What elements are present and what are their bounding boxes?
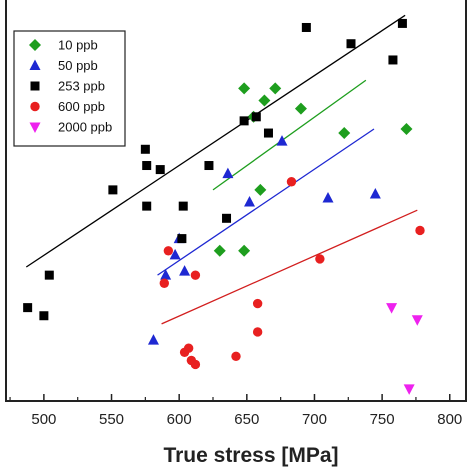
data-point-3-6 (252, 298, 263, 309)
x-axis-title: True stress [MPa] (163, 444, 338, 467)
data-point-2-9 (155, 165, 165, 175)
legend-label-2: 253 ppb (58, 79, 105, 94)
legend-label-0: 10 ppb (58, 38, 98, 53)
data-point-2-8 (142, 161, 152, 171)
legend: 10 ppb 50 ppb 253 ppb 600 ppb 2000 ppb (13, 30, 126, 147)
x-tick-label-3: 650 (234, 411, 259, 428)
data-point-0-2 (258, 94, 271, 107)
x-tick-label-2: 600 (167, 411, 192, 428)
data-point-1-7 (160, 269, 172, 280)
data-point-2-17 (44, 270, 54, 280)
legend-label-3: 600 ppb (58, 99, 105, 114)
data-points (23, 18, 425, 395)
data-point-0-5 (338, 127, 351, 140)
legend-label-4: 2000 ppb (58, 120, 112, 135)
data-point-1-3 (322, 192, 334, 203)
data-point-3-2 (315, 254, 325, 264)
fit-line-3 (161, 209, 418, 325)
data-point-0-9 (238, 244, 251, 257)
fit-lines (25, 14, 418, 325)
x-tick-label-6: 800 (437, 411, 462, 428)
data-point-2-6 (263, 128, 273, 138)
data-point-2-5 (251, 112, 261, 122)
data-point-1-0 (276, 135, 288, 146)
data-point-1-6 (169, 248, 181, 260)
data-point-3-4 (159, 278, 169, 288)
data-point-2-4 (239, 116, 249, 126)
data-point-2-18 (39, 311, 49, 321)
data-point-3-8 (231, 351, 241, 362)
data-point-1-9 (147, 334, 159, 345)
data-point-2-1 (301, 22, 311, 32)
legend-marker-0 (29, 39, 41, 51)
legend-label-1: 50 ppb (58, 58, 98, 73)
data-point-0-0 (238, 82, 251, 95)
data-point-2-14 (222, 213, 232, 223)
data-point-2-0 (397, 18, 407, 28)
fit-line-0 (212, 79, 367, 191)
x-tick-label-4: 700 (302, 411, 327, 428)
data-point-0-3 (269, 82, 282, 95)
data-point-4-1 (411, 315, 423, 326)
data-point-0-6 (400, 122, 413, 135)
x-tick-label-0: 500 (31, 411, 56, 428)
x-axis-ticks: 500 550 600 650 700 750 800 (9, 394, 462, 428)
data-point-3-3 (163, 246, 174, 256)
fit-line-2 (25, 14, 406, 268)
data-point-1-1 (222, 167, 234, 179)
legend-marker-1 (29, 59, 41, 70)
legend-marker-2 (30, 81, 40, 91)
data-point-3-0 (286, 177, 297, 187)
data-point-4-2 (403, 384, 415, 395)
data-point-2-13 (178, 201, 188, 211)
data-point-1-4 (369, 187, 381, 199)
data-point-0-7 (254, 183, 267, 196)
data-point-1-8 (179, 265, 191, 276)
data-point-2-2 (346, 39, 356, 49)
data-point-3-1 (415, 225, 425, 236)
data-point-2-10 (204, 161, 214, 171)
data-point-3-5 (190, 270, 201, 280)
fit-line-1 (157, 128, 375, 276)
data-point-3-12 (190, 359, 201, 370)
data-point-1-2 (244, 196, 256, 207)
data-point-2-7 (140, 144, 150, 154)
data-point-4-0 (386, 303, 398, 314)
data-point-2-11 (108, 185, 118, 195)
legend-marker-3 (30, 101, 40, 112)
legend-marker-4 (29, 122, 41, 133)
data-point-3-7 (252, 327, 263, 337)
data-point-2-15 (177, 234, 187, 244)
data-point-2-12 (142, 201, 152, 211)
data-point-3-10 (183, 343, 194, 353)
x-tick-label-1: 550 (99, 411, 124, 428)
data-point-2-3 (388, 55, 398, 65)
plot-frame (5, 0, 467, 402)
data-point-2-16 (23, 303, 33, 313)
data-point-0-8 (213, 244, 226, 257)
data-point-0-4 (294, 102, 307, 115)
x-tick-label-5: 750 (370, 411, 395, 428)
